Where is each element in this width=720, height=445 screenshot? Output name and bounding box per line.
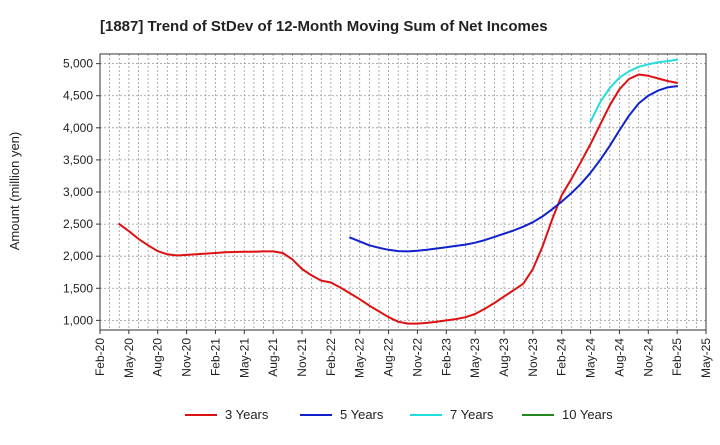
- x-tick-label: Aug-22: [382, 338, 396, 377]
- x-tick-label: May-21: [237, 338, 251, 378]
- x-tick-label: Nov-20: [180, 338, 194, 377]
- y-tick-label: 2,500: [63, 217, 93, 231]
- x-tick-label: Feb-20: [93, 338, 107, 376]
- x-tick-label: Aug-23: [497, 338, 511, 377]
- x-tick-label: Feb-25: [670, 338, 684, 376]
- chart-title: [1887] Trend of StDev of 12-Month Moving…: [100, 18, 548, 35]
- x-tick-label: Feb-22: [324, 338, 338, 376]
- legend: 3 Years 5 Years 7 Years 10 Years: [185, 407, 613, 422]
- y-tick-label: 1,000: [63, 313, 93, 327]
- x-tick-label: Nov-23: [526, 338, 540, 377]
- x-tick-label: Aug-21: [266, 338, 280, 377]
- y-tick-label: 5,000: [63, 57, 93, 71]
- legend-label-7-years: 7 Years: [450, 407, 494, 422]
- y-tick-label: 4,500: [63, 89, 93, 103]
- x-tick-label: Nov-21: [295, 338, 309, 377]
- legend-label-3-years: 3 Years: [225, 407, 269, 422]
- x-tick-label: Feb-24: [555, 338, 569, 376]
- series-line-7-years: [589, 58, 679, 123]
- legend-label-5-years: 5 Years: [340, 407, 384, 422]
- x-tick-label: Aug-24: [612, 338, 626, 377]
- x-tick-label: May-22: [353, 338, 367, 378]
- legend-label-10-years: 10 Years: [562, 407, 613, 422]
- x-tick-label: Feb-21: [208, 338, 222, 376]
- axes: 1,000 1,500 2,000 2,500 3,000 3,500 4,000 4,500…: [63, 57, 713, 378]
- series-line-3-years: [118, 73, 679, 325]
- x-tick-label: Nov-22: [410, 338, 424, 377]
- x-tick-label: May-20: [122, 338, 136, 378]
- x-tick-label: Nov-24: [641, 338, 655, 377]
- y-axis-label: Amount (million yen): [7, 132, 22, 251]
- y-tick-label: 1,500: [63, 281, 93, 295]
- series-line-5-years: [349, 85, 679, 253]
- y-tick-label: 3,500: [63, 153, 93, 167]
- x-tick-label: May-23: [468, 338, 482, 378]
- y-tick-label: 2,000: [63, 249, 93, 263]
- x-tick-label: May-25: [699, 338, 713, 378]
- x-tick-label: Aug-20: [151, 338, 165, 377]
- x-tick-label: May-24: [584, 338, 598, 378]
- series-lines: [118, 58, 679, 325]
- y-tick-label: 3,000: [63, 185, 93, 199]
- y-tick-label: 4,000: [63, 121, 93, 135]
- x-tick-label: Feb-23: [439, 338, 453, 376]
